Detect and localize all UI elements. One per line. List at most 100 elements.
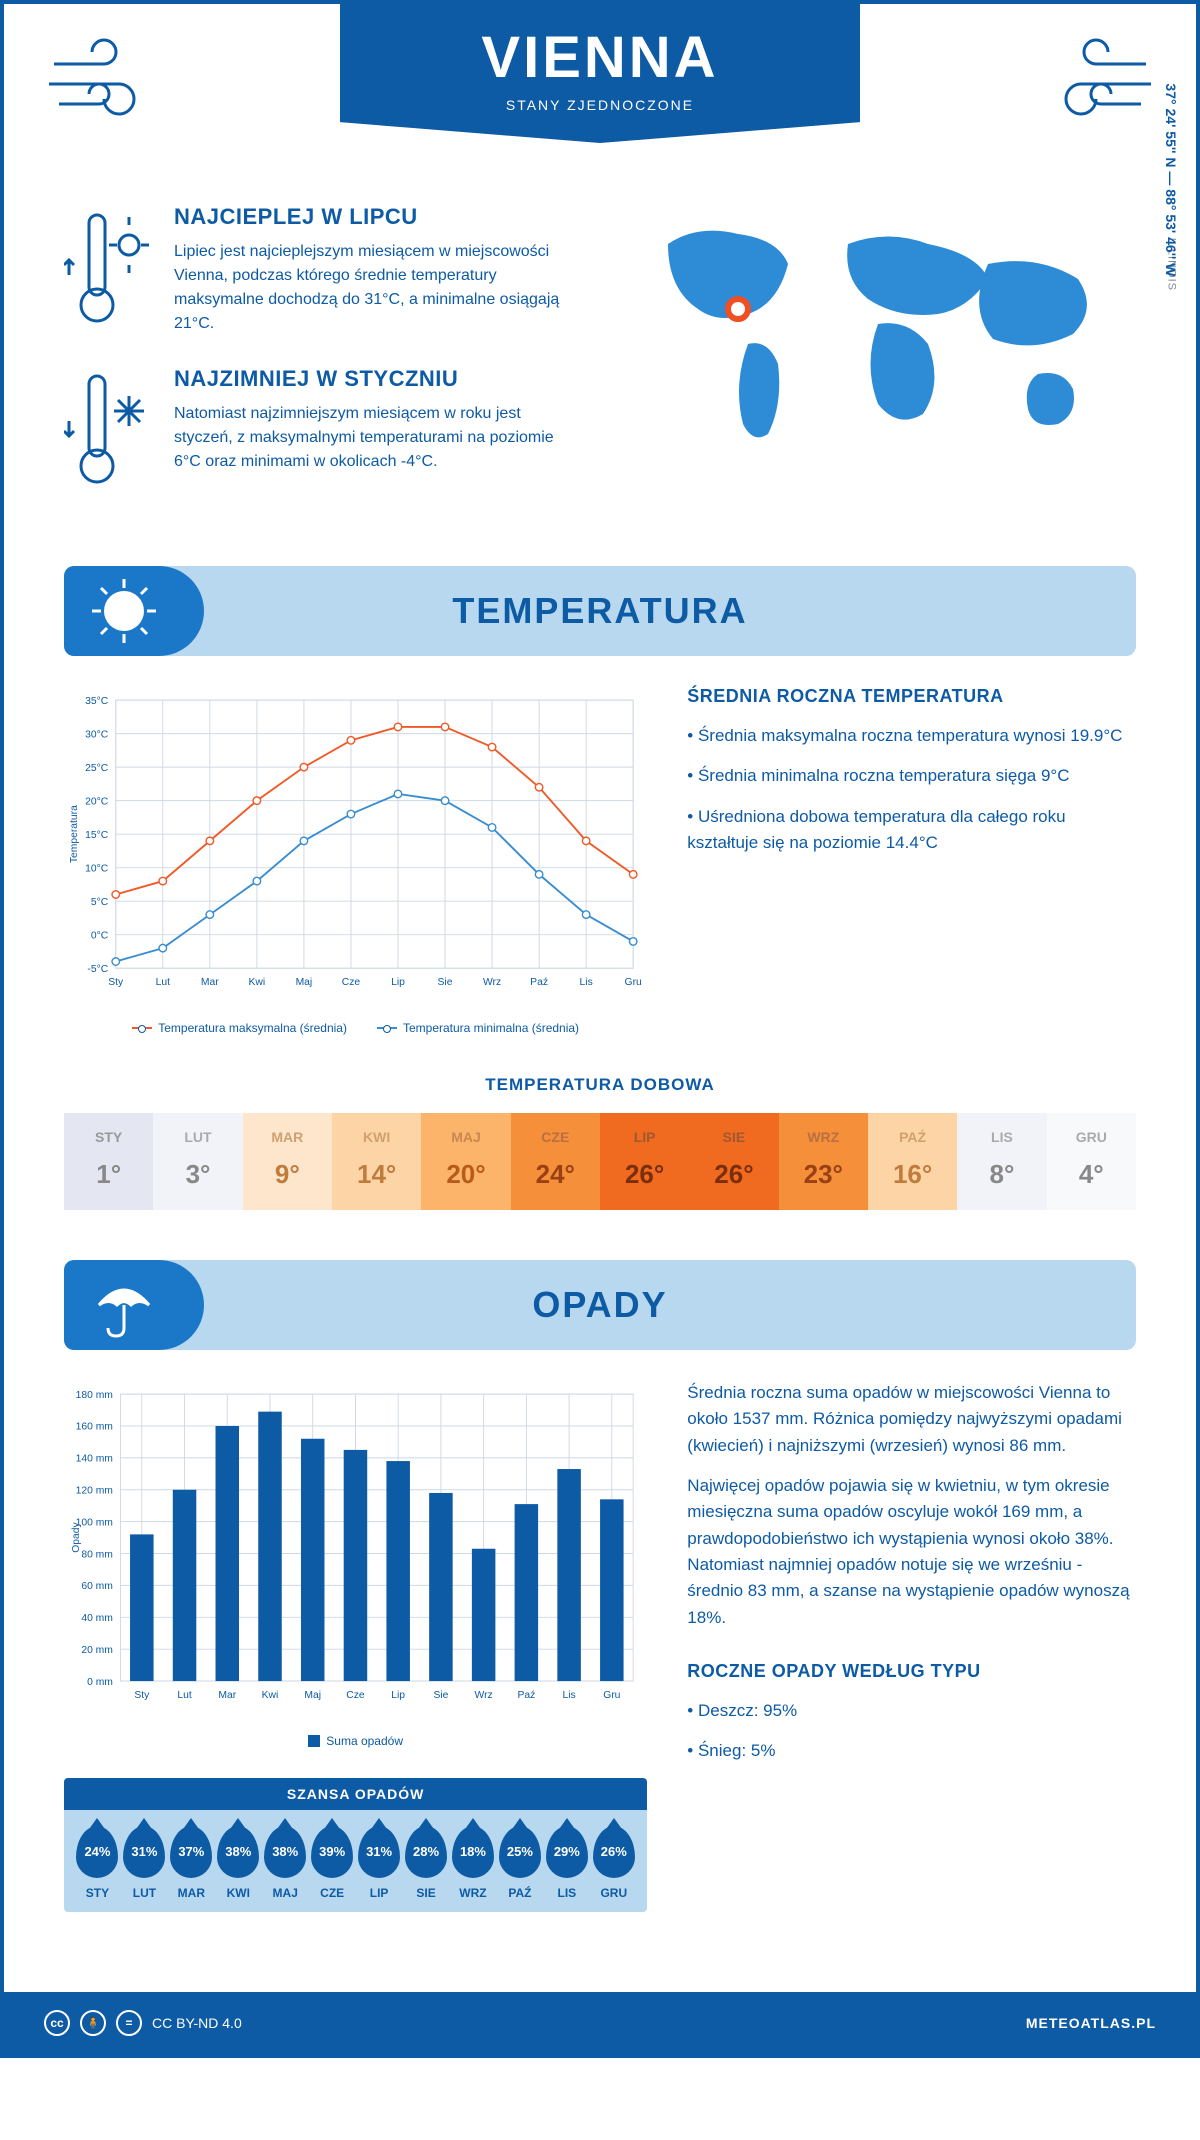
chance-drop: 25%PAŹ [499,1826,541,1900]
heat-cell: LUT3° [153,1113,242,1210]
precip-chart-legend: Suma opadów [64,1734,647,1748]
cold-fact: NAJZIMNIEJ W STYCZNIU Natomiast najzimni… [64,366,580,496]
heat-cell: CZE24° [511,1113,600,1210]
chance-drop: 31%LUT [123,1826,165,1900]
temperature-line-chart: -5°C0°C5°C10°C15°C20°C25°C30°C35°CStyLut… [64,686,647,1006]
svg-text:Sty: Sty [134,1690,150,1701]
svg-text:Lut: Lut [177,1690,191,1701]
chance-drop: 18%WRZ [452,1826,494,1900]
city-name: VIENNA [340,24,860,91]
svg-text:35°C: 35°C [85,696,109,707]
svg-text:Temperatura: Temperatura [69,805,80,863]
svg-text:Opady: Opady [71,1521,82,1552]
temp-chart-legend: Temperatura maksymalna (średnia) Tempera… [64,1021,647,1035]
temp-bullet: • Uśredniona dobowa temperatura dla całe… [687,804,1136,857]
footer: cc 🧍 = CC BY-ND 4.0 METEOATLAS.PL [4,1992,1196,2054]
chance-drop: 29%LIS [546,1826,588,1900]
hot-text: Lipiec jest najcieplejszym miesiącem w m… [174,240,580,336]
brand: METEOATLAS.PL [1026,2015,1156,2031]
svg-text:80 mm: 80 mm [81,1549,113,1560]
svg-text:30°C: 30°C [85,729,109,740]
temperature-summary: ŚREDNIA ROCZNA TEMPERATURA • Średnia mak… [687,686,1136,1035]
svg-text:0 mm: 0 mm [87,1677,113,1688]
svg-text:Kwi: Kwi [262,1690,279,1701]
heat-cell: WRZ23° [779,1113,868,1210]
wind-icon [44,34,164,124]
chance-drop: 31%LIP [358,1826,400,1900]
precip-para: Najwięcej opadów pojawia się w kwietniu,… [687,1473,1136,1631]
heat-cell: LIS8° [957,1113,1046,1210]
world-map [620,204,1136,464]
temperature-section-head: TEMPERATURA [64,566,1136,656]
umbrella-icon [89,1270,159,1340]
svg-text:Wrz: Wrz [483,977,501,988]
svg-text:180 mm: 180 mm [76,1390,113,1401]
daily-temp-heatmap: STY1°LUT3°MAR9°KWI14°MAJ20°CZE24°LIP26°S… [64,1113,1136,1210]
svg-text:160 mm: 160 mm [76,1422,113,1433]
temp-bullet: • Średnia minimalna roczna temperatura s… [687,763,1136,789]
heat-cell: MAJ20° [421,1113,510,1210]
legend-max: Temperatura maksymalna (średnia) [158,1021,347,1035]
temp-side-title: ŚREDNIA ROCZNA TEMPERATURA [687,686,1136,707]
svg-text:20°C: 20°C [85,796,109,807]
svg-text:Lis: Lis [580,977,593,988]
temp-bullet: • Średnia maksymalna roczna temperatura … [687,723,1136,749]
svg-text:10°C: 10°C [85,863,109,874]
nd-icon: = [116,2010,142,2036]
svg-text:20 mm: 20 mm [81,1645,113,1656]
svg-text:Gru: Gru [603,1690,620,1701]
chance-drop: 37%MAR [170,1826,212,1900]
precip-chance-box: SZANSA OPADÓW 24%STY31%LUT37%MAR38%KWI38… [64,1778,647,1912]
svg-text:120 mm: 120 mm [76,1485,113,1496]
heat-cell: PAŹ16° [868,1113,957,1210]
chance-title: SZANSA OPADÓW [64,1778,647,1810]
svg-text:40 mm: 40 mm [81,1613,113,1624]
svg-text:Maj: Maj [296,977,313,988]
license-text: CC BY-ND 4.0 [152,2015,242,2031]
wind-icon [1036,34,1156,124]
heat-cell: STY1° [64,1113,153,1210]
intro-section: NAJCIEPLEJ W LIPCU Lipiec jest najcieple… [64,204,1136,526]
svg-text:Lis: Lis [562,1690,575,1701]
legend-precip: Suma opadów [326,1734,403,1748]
by-icon: 🧍 [80,2010,106,2036]
svg-text:Sie: Sie [433,1690,448,1701]
cc-icon: cc [44,2010,70,2036]
svg-text:Mar: Mar [218,1690,236,1701]
svg-text:Wrz: Wrz [475,1690,493,1701]
cold-text: Natomiast najzimniejszym miesiącem w rok… [174,402,580,474]
svg-text:15°C: 15°C [85,830,109,841]
heat-cell: GRU4° [1047,1113,1136,1210]
heat-cell: KWI14° [332,1113,421,1210]
chance-drop: 38%KWI [217,1826,259,1900]
precip-summary: Średnia roczna suma opadów w miejscowośc… [687,1380,1136,1912]
legend-min: Temperatura minimalna (średnia) [403,1021,579,1035]
svg-text:Sie: Sie [438,977,453,988]
coordinates: 37° 24' 55'' N — 88° 53' 46'' W [1163,83,1179,276]
precip-section-head: OPADY [64,1260,1136,1350]
cold-title: NAJZIMNIEJ W STYCZNIU [174,366,580,392]
title-banner: VIENNA STANY ZJEDNOCZONE [340,4,860,143]
svg-text:25°C: 25°C [85,763,109,774]
heat-cell: MAR9° [243,1113,332,1210]
chance-drop: 39%CZE [311,1826,353,1900]
chance-drop: 38%MAJ [264,1826,306,1900]
svg-text:Lut: Lut [156,977,170,988]
heat-cell: SIE26° [689,1113,778,1210]
thermometer-cold-icon [64,366,154,496]
thermometer-hot-icon [64,204,154,336]
precip-type-bullet: • Śnieg: 5% [687,1738,1136,1764]
svg-text:Mar: Mar [201,977,219,988]
svg-text:Gru: Gru [625,977,642,988]
svg-text:Lip: Lip [391,1690,405,1701]
svg-text:60 mm: 60 mm [81,1581,113,1592]
precip-type-bullet: • Deszcz: 95% [687,1698,1136,1724]
temperature-title: TEMPERATURA [452,590,747,632]
svg-text:5°C: 5°C [91,897,109,908]
license: cc 🧍 = CC BY-ND 4.0 [44,2010,242,2036]
svg-text:-5°C: -5°C [87,964,108,975]
daily-temp-title: TEMPERATURA DOBOWA [64,1075,1136,1095]
chance-drop: 26%GRU [593,1826,635,1900]
heat-cell: LIP26° [600,1113,689,1210]
precip-para: Średnia roczna suma opadów w miejscowośc… [687,1380,1136,1459]
